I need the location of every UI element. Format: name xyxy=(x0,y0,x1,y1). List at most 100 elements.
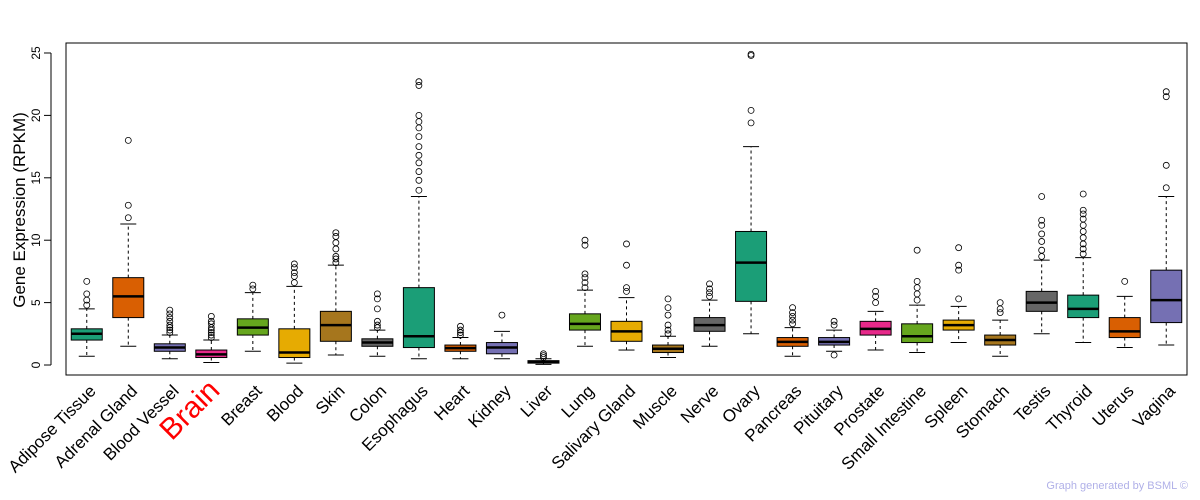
outlier-point xyxy=(913,296,921,304)
outlier-point xyxy=(1162,88,1170,96)
outlier-point xyxy=(332,233,340,240)
outlier-point xyxy=(457,322,464,330)
outlier-point xyxy=(581,236,589,244)
outlier-point xyxy=(124,201,132,209)
outlier-point xyxy=(373,317,381,325)
outlier-point xyxy=(706,280,713,288)
y-tick-label: 5 xyxy=(29,299,43,306)
outlier-point xyxy=(332,245,340,253)
outlier-point xyxy=(332,229,340,237)
outlier-point xyxy=(664,321,672,329)
y-tick-label: 25 xyxy=(29,46,43,60)
outlier-point xyxy=(996,305,1004,313)
box-group xyxy=(984,299,1017,357)
box-group xyxy=(776,304,809,357)
box-iqr xyxy=(1108,317,1141,339)
box-group xyxy=(236,281,269,352)
outlier-point xyxy=(872,299,880,307)
outlier-point xyxy=(290,272,298,280)
outlier-point xyxy=(1038,253,1046,260)
outlier-point xyxy=(1079,250,1087,258)
outlier-point xyxy=(415,111,423,119)
outlier-point xyxy=(1121,277,1129,285)
outlier-point xyxy=(290,264,298,272)
outlier-point xyxy=(83,290,91,298)
outlier-point xyxy=(706,289,713,297)
outlier-point xyxy=(498,311,506,319)
outlier-point xyxy=(124,214,132,222)
outlier-point xyxy=(166,326,174,334)
outlier-point xyxy=(166,321,174,329)
outlier-point xyxy=(415,118,423,126)
outlier-point xyxy=(332,255,340,263)
outlier-point xyxy=(789,304,796,312)
outlier-point xyxy=(706,285,713,293)
outlier-point xyxy=(373,305,381,313)
y-axis-label: Gene Expression (RPKM) xyxy=(10,112,29,308)
outlier-point xyxy=(789,309,796,316)
outlier-point xyxy=(913,277,921,285)
outlier-point xyxy=(1162,184,1170,192)
outlier-point xyxy=(1079,245,1087,253)
box-iqr xyxy=(901,323,934,344)
outlier-point xyxy=(249,285,257,293)
outlier-point xyxy=(290,269,298,277)
outlier-point xyxy=(373,295,381,303)
outlier-point xyxy=(166,310,174,318)
outlier-point xyxy=(747,50,755,58)
x-category-label: Vagina xyxy=(1129,381,1179,431)
y-tick-label: 0 xyxy=(29,361,43,368)
outlier-point xyxy=(747,119,755,127)
box-group xyxy=(693,280,726,347)
box-group xyxy=(652,295,685,359)
outlier-point xyxy=(623,284,630,292)
box-group xyxy=(1025,193,1058,335)
outlier-point xyxy=(789,316,796,324)
outlier-point xyxy=(1038,246,1046,254)
x-category-label: Liver xyxy=(517,381,557,421)
outlier-point xyxy=(373,321,381,329)
box-group xyxy=(1108,277,1141,349)
x-category-label: Kidney xyxy=(465,381,516,432)
outlier-point xyxy=(1162,93,1170,101)
outlier-point xyxy=(1038,238,1046,245)
outlier-point xyxy=(1038,221,1046,229)
outlier-point xyxy=(955,261,963,269)
box-group xyxy=(610,240,643,351)
x-category-label: Blood xyxy=(263,381,307,425)
box-group xyxy=(444,322,477,360)
outlier-point xyxy=(415,186,423,194)
box-group xyxy=(361,290,394,357)
box-series xyxy=(70,50,1183,365)
outlier-point xyxy=(249,281,257,289)
outlier-point xyxy=(83,301,91,309)
outlier-point xyxy=(1079,221,1087,229)
outlier-point xyxy=(581,270,589,278)
outlier-point xyxy=(415,124,423,132)
outlier-point xyxy=(207,334,215,341)
y-tick-label: 10 xyxy=(29,233,43,247)
outlier-point xyxy=(207,331,215,339)
outlier-point xyxy=(664,295,672,303)
outlier-point xyxy=(581,279,589,287)
outlier-point xyxy=(789,320,796,328)
outlier-point xyxy=(789,312,796,320)
box-group xyxy=(278,260,311,364)
outlier-point xyxy=(1079,228,1087,235)
outlier-point xyxy=(290,260,298,268)
outlier-point xyxy=(1079,190,1087,198)
y-tick-label: 20 xyxy=(29,108,43,122)
outlier-point xyxy=(166,329,174,336)
outlier-point xyxy=(415,82,423,89)
outlier-point xyxy=(1079,206,1087,214)
outlier-point xyxy=(373,290,381,298)
outlier-point xyxy=(581,284,589,292)
outlier-point xyxy=(457,326,464,334)
outlier-point xyxy=(457,331,464,339)
outlier-point xyxy=(996,309,1004,316)
outlier-point xyxy=(913,290,921,298)
box-group xyxy=(1067,190,1100,344)
outlier-point xyxy=(207,329,215,336)
